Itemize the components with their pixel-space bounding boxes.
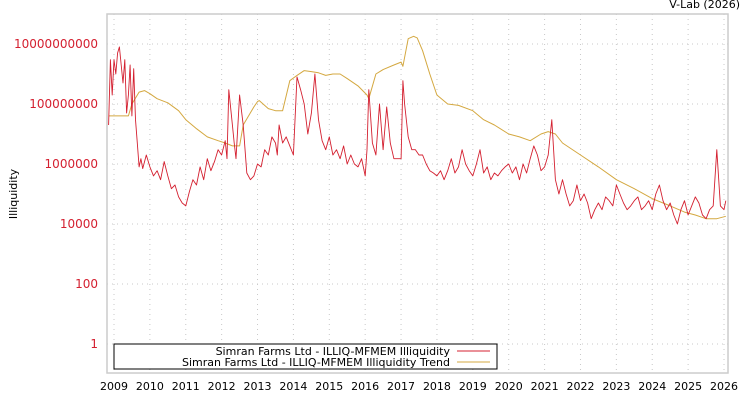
y-axis-label: Illiquidity	[7, 168, 20, 219]
x-tick-label: 2023	[602, 380, 630, 393]
x-tick-label: 2009	[100, 380, 128, 393]
x-tick-label: 2014	[279, 380, 307, 393]
x-tick-label: 2013	[244, 380, 272, 393]
y-axis: 1 100 10000 1000000 100000000 10000000000	[14, 37, 98, 351]
x-tick-label: 2021	[531, 380, 559, 393]
x-tick-label: 2015	[315, 380, 343, 393]
x-tick-label: 2022	[566, 380, 594, 393]
series-lines	[108, 35, 727, 225]
x-tick-label: 2011	[172, 380, 200, 393]
trend-line	[108, 35, 726, 220]
legend-label: Simran Farms Ltd - ILLIQ-MFMEM Illiquidi…	[182, 356, 450, 369]
legend-box	[113, 343, 498, 370]
x-tick-label: 2018	[423, 380, 451, 393]
y-tick-label: 100000000	[29, 97, 98, 111]
chart-credit: V-Lab (2026)	[669, 0, 740, 11]
y-tick-label: 1000000	[45, 157, 98, 171]
x-tick-label: 2024	[638, 380, 666, 393]
y-tick-label: 1	[90, 337, 98, 351]
y-tick-label: 10000000000	[14, 37, 98, 51]
x-axis: 2009 2010 2011 2012 2013 2014 2015 2016 2017 2018…	[100, 380, 738, 393]
legend-label: Simran Farms Ltd - ILLIQ-MFMEM Illiquidi…	[216, 345, 451, 358]
x-tick-label: 2020	[495, 380, 523, 393]
y-tick-label: 10000	[60, 217, 98, 231]
legend: Simran Farms Ltd - ILLIQ-MFMEM Illiquidi…	[113, 343, 498, 370]
x-tick-label: 2016	[351, 380, 379, 393]
x-tick-label: 2010	[136, 380, 164, 393]
plot-border	[106, 13, 729, 374]
x-tick-label: 2019	[459, 380, 487, 393]
x-tick-label: 2012	[208, 380, 236, 393]
y-tick-label: 100	[75, 277, 98, 291]
x-tick-label: 2025	[674, 380, 702, 393]
illiquidity-line	[108, 46, 727, 225]
x-tick-label: 2017	[387, 380, 415, 393]
grid-lines	[107, 14, 728, 373]
x-tick-label: 2026	[710, 380, 738, 393]
